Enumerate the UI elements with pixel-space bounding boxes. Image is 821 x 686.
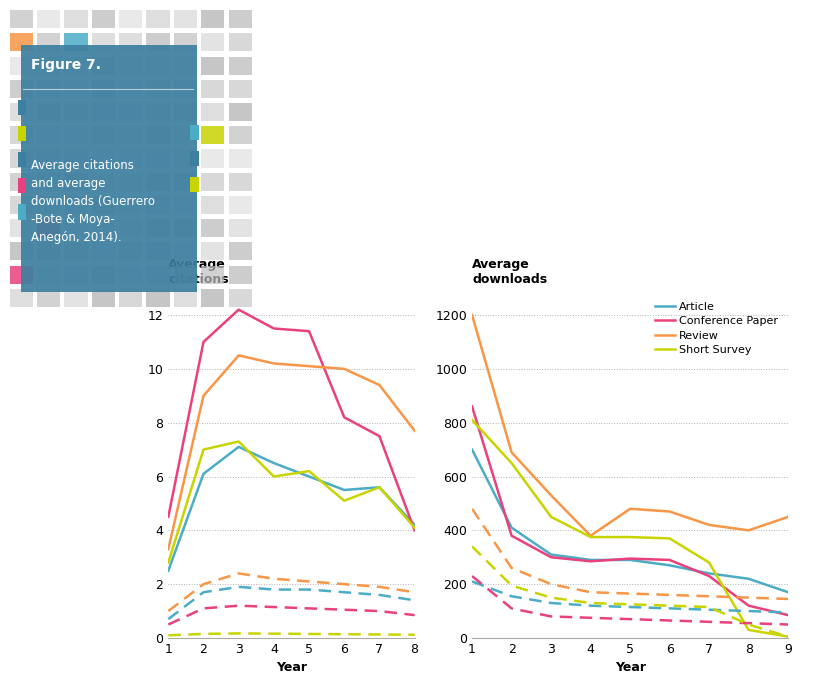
Text: Figure 7.: Figure 7. <box>31 58 101 71</box>
X-axis label: Year: Year <box>615 661 645 674</box>
X-axis label: Year: Year <box>276 661 307 674</box>
Text: Average
citations: Average citations <box>168 257 229 285</box>
Legend: Article, Conference Paper, Review, Short Survey: Article, Conference Paper, Review, Short… <box>650 297 782 359</box>
Text: Average
downloads: Average downloads <box>472 257 548 285</box>
Text: Average citations
and average
downloads (Guerrero
-Bote & Moya-
Anegón, 2014).: Average citations and average downloads … <box>31 158 155 244</box>
